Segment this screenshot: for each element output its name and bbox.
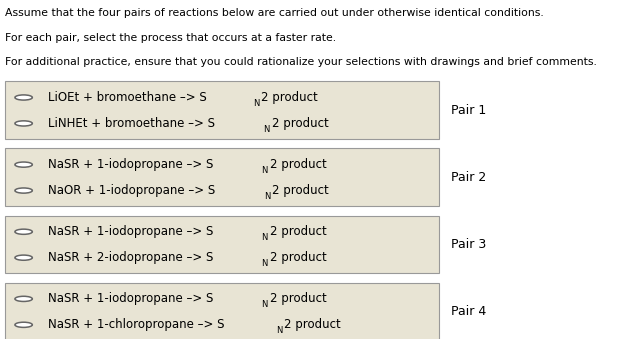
Ellipse shape bbox=[15, 296, 32, 301]
Text: For additional practice, ensure that you could rationalize your selections with : For additional practice, ensure that you… bbox=[5, 57, 597, 67]
Text: NaSR + 1-iodopropane –> S: NaSR + 1-iodopropane –> S bbox=[48, 292, 213, 305]
Text: N: N bbox=[264, 192, 270, 201]
Text: 2 product: 2 product bbox=[261, 91, 318, 104]
FancyBboxPatch shape bbox=[5, 216, 439, 273]
Text: Pair 1: Pair 1 bbox=[451, 104, 486, 117]
Text: LiNHEt + bromoethane –> S: LiNHEt + bromoethane –> S bbox=[48, 117, 215, 130]
Text: LiOEt + bromoethane –> S: LiOEt + bromoethane –> S bbox=[48, 91, 207, 104]
Text: 2 product: 2 product bbox=[269, 225, 327, 238]
Text: Assume that the four pairs of reactions below are carried out under otherwise id: Assume that the four pairs of reactions … bbox=[5, 8, 544, 18]
Text: N: N bbox=[263, 125, 270, 134]
Text: N: N bbox=[276, 326, 282, 335]
Text: Pair 3: Pair 3 bbox=[451, 238, 486, 251]
Text: Pair 4: Pair 4 bbox=[451, 305, 486, 318]
Text: N: N bbox=[253, 99, 259, 108]
Ellipse shape bbox=[15, 162, 32, 167]
Text: 2 product: 2 product bbox=[269, 158, 327, 171]
Text: N: N bbox=[261, 259, 267, 268]
Ellipse shape bbox=[15, 121, 32, 126]
Text: N: N bbox=[263, 125, 270, 134]
Text: NaOR + 1-iodopropane –> S: NaOR + 1-iodopropane –> S bbox=[48, 184, 215, 197]
Text: N: N bbox=[261, 233, 267, 242]
Text: N: N bbox=[261, 166, 267, 175]
FancyBboxPatch shape bbox=[5, 81, 439, 139]
Text: N: N bbox=[276, 326, 282, 335]
Text: N: N bbox=[261, 233, 267, 242]
Text: 2 product: 2 product bbox=[269, 251, 327, 264]
Text: 2 product: 2 product bbox=[272, 184, 328, 197]
Text: N: N bbox=[261, 166, 267, 175]
Text: NaSR + 1-iodopropane –> S: NaSR + 1-iodopropane –> S bbox=[48, 158, 213, 171]
Text: NaSR + 1-chloropropane –> S: NaSR + 1-chloropropane –> S bbox=[48, 318, 225, 331]
Ellipse shape bbox=[15, 229, 32, 234]
Text: For each pair, select the process that occurs at a faster rate.: For each pair, select the process that o… bbox=[5, 33, 336, 43]
Text: N: N bbox=[261, 300, 267, 310]
Text: NaSR + 2-iodopropane –> S: NaSR + 2-iodopropane –> S bbox=[48, 251, 213, 264]
Text: 2 product: 2 product bbox=[272, 117, 328, 130]
Ellipse shape bbox=[15, 322, 32, 327]
Text: NaSR + 1-iodopropane –> S: NaSR + 1-iodopropane –> S bbox=[48, 225, 213, 238]
Text: N: N bbox=[261, 300, 267, 310]
Text: 2 product: 2 product bbox=[269, 292, 327, 305]
FancyBboxPatch shape bbox=[5, 148, 439, 206]
Ellipse shape bbox=[15, 95, 32, 100]
Ellipse shape bbox=[15, 188, 32, 193]
Text: N: N bbox=[261, 259, 267, 268]
Ellipse shape bbox=[15, 255, 32, 260]
Text: 2 product: 2 product bbox=[284, 318, 341, 331]
FancyBboxPatch shape bbox=[5, 283, 439, 339]
Text: Pair 2: Pair 2 bbox=[451, 171, 486, 184]
Text: N: N bbox=[264, 192, 270, 201]
Text: N: N bbox=[253, 99, 259, 108]
